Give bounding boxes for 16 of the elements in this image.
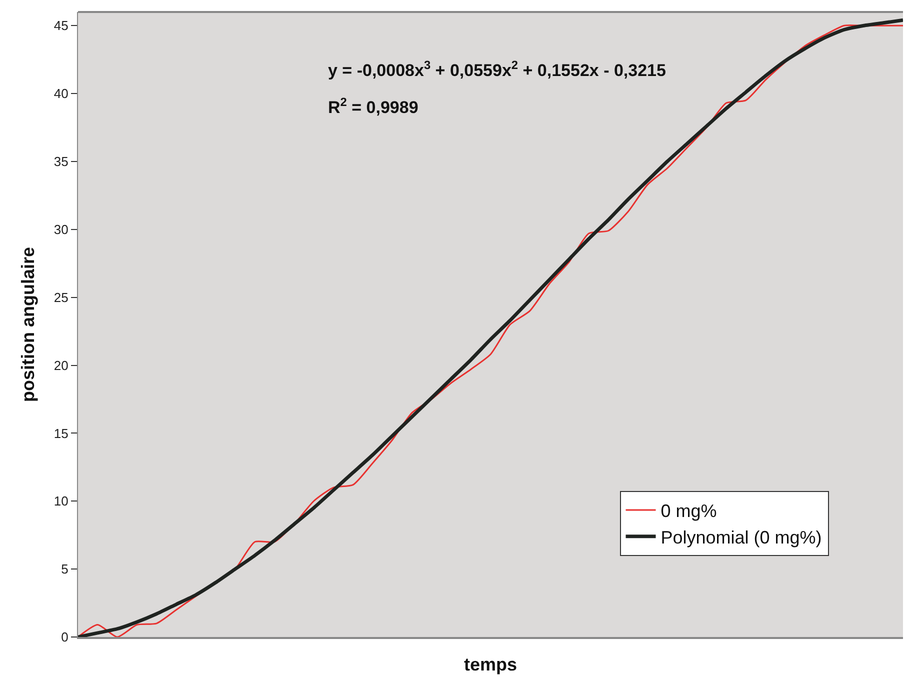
y-tick-label: 25 (54, 290, 68, 305)
y-tick-label: 30 (54, 222, 68, 237)
y-tick-label: 45 (54, 18, 68, 34)
y-tick-label: 15 (54, 426, 68, 441)
annotation: R$^{2}$ = 0,9989 (328, 95, 418, 118)
y-axis-title: position angulaire (18, 246, 38, 402)
y-tick-label: 5 (61, 562, 68, 577)
y-tick-label: 0 (61, 630, 68, 645)
y-tick-label: 10 (54, 494, 68, 509)
x-axis-title: temps (464, 654, 518, 675)
y-tick-label: 20 (54, 358, 68, 373)
y-tick-label: 40 (54, 86, 68, 102)
legend-label: 0 mg% (660, 500, 717, 521)
legend-label: Polynomial (0 mg%) (660, 527, 822, 548)
annotation: y = -0,0008x$^{3}$ + 0,0559x$^{2}$ + 0,1552x - 0,3215 (328, 58, 666, 80)
y-tick-label: 35 (54, 154, 68, 170)
